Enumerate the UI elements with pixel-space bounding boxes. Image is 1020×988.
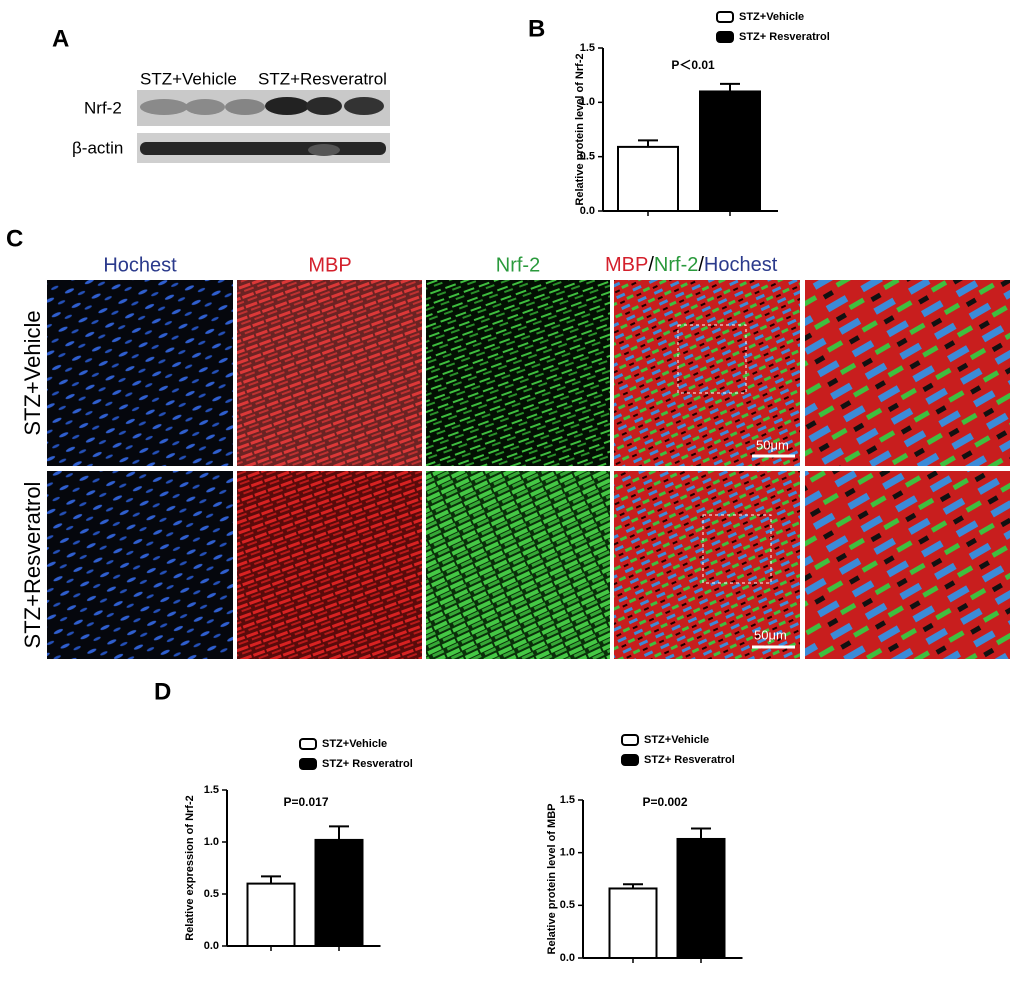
legend-swatch [716,31,734,43]
y-tick-label: 0.0 [560,952,575,964]
blot-group: STZ+Vehicle [140,69,237,88]
column-header: MBP [308,254,351,276]
micrographs [47,280,1010,659]
y-axis-label: Relative expression of Nrf-2 [184,795,196,941]
bar [617,145,679,213]
micrograph [47,280,233,466]
legend-swatch [621,754,639,766]
legend-label: STZ+Vehicle [322,738,387,750]
column-header: Nrf-2 [496,254,540,276]
legend-label: STZ+ Resveratrol [644,754,735,766]
y-tick-label: 0.0 [580,205,595,217]
header-part: Nrf-2 [654,254,698,276]
annotation: P=0.002 [642,795,687,809]
blot-image [137,90,390,163]
blot-row: β-actin [72,138,123,157]
row-label: STZ+Vehicle [20,310,45,435]
legend-label: STZ+ Resveratrol [739,31,830,43]
header-part: Hochest [704,254,778,276]
y-tick-label: 0.0 [204,940,219,952]
bar [699,90,761,212]
header-part: MBP [605,254,648,276]
legend-swatch [299,738,317,750]
y-tick-label: 0.5 [580,151,595,163]
merge-header: MBP/Nrf-2/Hochest [605,254,778,276]
bar [246,882,296,947]
y-tick-label: 1.5 [580,42,595,54]
legend-label: STZ+Vehicle [644,734,709,746]
panel-label: D [154,678,171,705]
y-axis-label: Relative protein level of Nrf-2 [574,53,586,205]
legend-swatch [716,11,734,23]
micrograph [805,280,1010,466]
legend-label: STZ+Vehicle [739,11,804,23]
micrograph [614,471,800,659]
panel-label: A [52,25,69,52]
blot-row: Nrf-2 [84,98,122,117]
annotation: P=0.017 [283,795,328,809]
zoom-box [677,324,747,394]
micrograph [426,280,610,466]
micrograph [47,471,233,659]
panel-label: B [528,15,545,42]
micrograph [426,471,610,659]
y-tick-label: 0.5 [560,899,575,911]
header-part: / [648,254,654,276]
y-tick-label: 1.5 [204,784,219,796]
scale-label: 50μm [756,437,789,452]
y-tick-label: 1.5 [560,794,575,806]
y-tick-label: 1.0 [580,96,595,108]
y-tick-label: 1.0 [204,836,219,848]
bar [676,837,726,959]
bar [314,838,364,947]
micrograph [614,280,800,466]
column-header: Hochest [103,254,177,276]
annotation: P＜0.01 [671,58,715,72]
legend-swatch [621,734,639,746]
y-axis-label: Relative protein level of MBP [546,804,558,955]
row-label: STZ+Resveratrol [20,482,45,649]
blot-group: STZ+Resveratrol [258,69,387,88]
zoom-box [702,514,772,584]
y-tick-label: 0.5 [204,888,219,900]
scale-label: 50μm [754,627,787,642]
bar [608,887,658,959]
header-part: / [698,254,704,276]
legend-swatch [299,758,317,770]
panel-label: C [6,225,23,252]
micrograph [237,471,422,659]
legend-label: STZ+ Resveratrol [322,758,413,770]
micrograph [237,280,422,466]
y-tick-label: 1.0 [560,847,575,859]
micrograph [805,471,1010,659]
